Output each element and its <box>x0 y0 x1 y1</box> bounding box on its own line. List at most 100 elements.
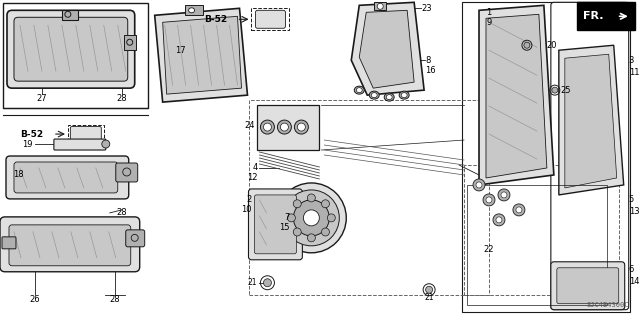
Text: 3: 3 <box>628 56 634 65</box>
FancyBboxPatch shape <box>116 163 138 182</box>
Ellipse shape <box>483 194 495 206</box>
Ellipse shape <box>355 86 364 94</box>
Bar <box>252 8 289 30</box>
Bar <box>124 35 136 50</box>
Ellipse shape <box>386 95 392 100</box>
Text: 28: 28 <box>116 208 127 217</box>
Text: 23: 23 <box>421 4 432 13</box>
Bar <box>464 165 619 295</box>
Ellipse shape <box>123 168 131 176</box>
Ellipse shape <box>65 11 71 17</box>
Ellipse shape <box>307 194 316 202</box>
Ellipse shape <box>473 179 485 191</box>
FancyBboxPatch shape <box>70 127 101 141</box>
Ellipse shape <box>524 42 530 48</box>
Ellipse shape <box>327 214 335 222</box>
FancyBboxPatch shape <box>9 225 131 266</box>
Ellipse shape <box>426 286 433 293</box>
Text: 18: 18 <box>13 171 24 180</box>
Ellipse shape <box>293 200 330 236</box>
Text: 13: 13 <box>628 207 639 216</box>
Text: 28: 28 <box>109 295 120 304</box>
Ellipse shape <box>321 228 330 236</box>
FancyBboxPatch shape <box>551 262 625 310</box>
Bar <box>467 185 607 305</box>
Bar <box>3 3 148 108</box>
Bar <box>250 100 489 295</box>
Text: 19: 19 <box>22 140 33 148</box>
Ellipse shape <box>513 204 525 216</box>
Ellipse shape <box>277 120 291 134</box>
Ellipse shape <box>284 190 339 246</box>
Bar <box>62 10 78 20</box>
Text: 12: 12 <box>247 173 257 182</box>
Ellipse shape <box>552 87 558 93</box>
Text: 4: 4 <box>252 164 257 172</box>
Text: 14: 14 <box>628 277 639 286</box>
Text: 10: 10 <box>241 205 252 214</box>
Ellipse shape <box>189 8 195 13</box>
Ellipse shape <box>356 88 362 92</box>
Bar <box>577 2 635 30</box>
Text: 15: 15 <box>279 223 289 232</box>
Text: 2: 2 <box>246 196 252 204</box>
Text: FR.: FR. <box>583 11 604 21</box>
Text: 20: 20 <box>547 41 557 50</box>
Ellipse shape <box>276 183 346 253</box>
Text: 21: 21 <box>424 293 434 302</box>
Text: B-52: B-52 <box>20 130 43 139</box>
Text: 8: 8 <box>425 56 431 65</box>
Polygon shape <box>163 16 241 94</box>
FancyBboxPatch shape <box>54 139 106 150</box>
Ellipse shape <box>307 234 316 242</box>
Ellipse shape <box>293 228 301 236</box>
Text: 5: 5 <box>628 196 634 204</box>
Polygon shape <box>565 54 617 188</box>
Ellipse shape <box>264 279 271 287</box>
Bar <box>257 105 319 150</box>
Bar <box>68 125 104 143</box>
Polygon shape <box>351 2 424 95</box>
FancyBboxPatch shape <box>125 230 145 247</box>
Text: SJC4B4300C: SJC4B4300C <box>586 302 628 308</box>
Ellipse shape <box>102 140 110 148</box>
Ellipse shape <box>401 92 407 98</box>
Polygon shape <box>486 14 547 178</box>
Ellipse shape <box>371 92 377 98</box>
Ellipse shape <box>280 123 289 131</box>
Bar <box>462 2 630 312</box>
Text: 7: 7 <box>284 213 289 222</box>
Ellipse shape <box>303 210 319 226</box>
Ellipse shape <box>476 182 482 188</box>
Ellipse shape <box>501 192 507 198</box>
Bar <box>374 2 386 10</box>
Text: 22: 22 <box>484 245 494 254</box>
Ellipse shape <box>260 120 275 134</box>
Text: 24: 24 <box>244 121 255 130</box>
Text: 16: 16 <box>425 66 436 75</box>
Ellipse shape <box>127 39 132 45</box>
FancyBboxPatch shape <box>14 162 118 193</box>
Text: 27: 27 <box>36 94 47 103</box>
Text: 21: 21 <box>248 278 257 287</box>
Ellipse shape <box>298 123 305 131</box>
FancyBboxPatch shape <box>6 156 129 199</box>
Ellipse shape <box>321 200 330 208</box>
Text: 26: 26 <box>29 295 40 304</box>
FancyBboxPatch shape <box>557 268 619 304</box>
Bar <box>184 5 203 15</box>
Ellipse shape <box>486 197 492 203</box>
FancyBboxPatch shape <box>2 237 16 249</box>
Ellipse shape <box>264 123 271 131</box>
FancyBboxPatch shape <box>255 10 285 28</box>
Text: 17: 17 <box>175 46 185 55</box>
Text: 1: 1 <box>486 8 492 17</box>
Polygon shape <box>479 5 554 185</box>
FancyBboxPatch shape <box>551 2 628 310</box>
Ellipse shape <box>294 120 308 134</box>
Ellipse shape <box>493 214 505 226</box>
Polygon shape <box>559 45 624 195</box>
Text: 11: 11 <box>628 68 639 77</box>
FancyBboxPatch shape <box>7 10 135 88</box>
Ellipse shape <box>516 207 522 213</box>
